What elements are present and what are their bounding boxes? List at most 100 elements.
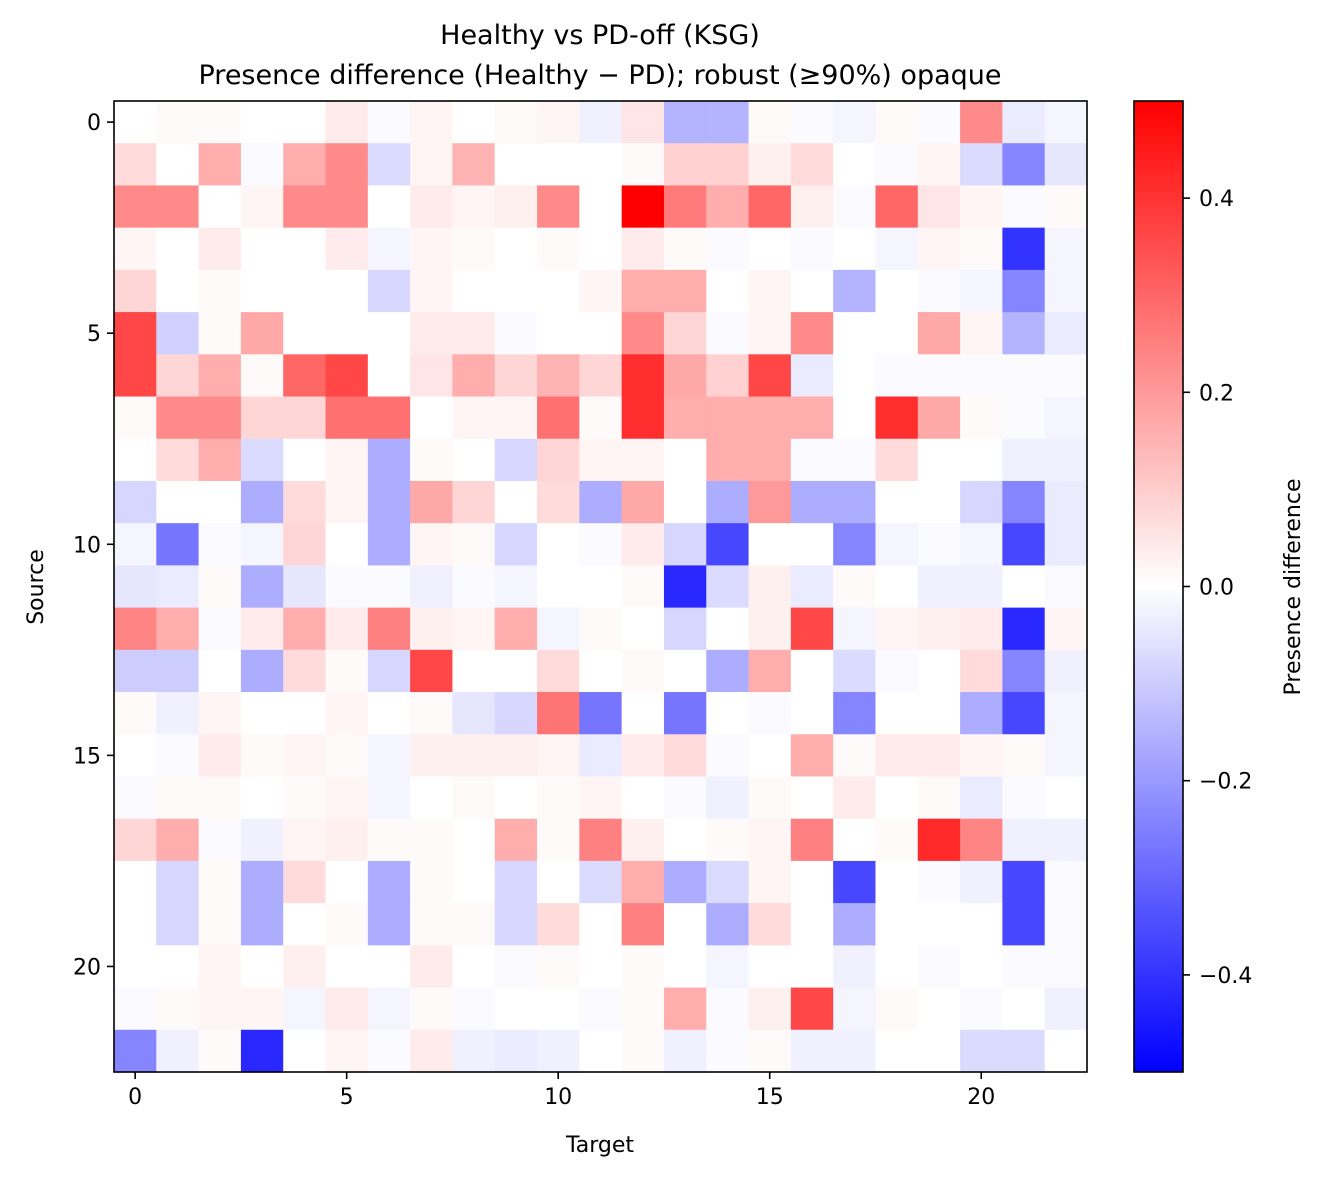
heatmap-cell bbox=[790, 1029, 834, 1073]
heatmap-cell bbox=[621, 649, 665, 693]
heatmap-cell bbox=[198, 565, 242, 609]
heatmap-cell bbox=[875, 607, 919, 651]
heatmap-cell bbox=[156, 269, 200, 313]
heatmap-cell bbox=[1002, 903, 1046, 946]
heatmap-cell bbox=[283, 227, 327, 271]
heatmap-cell bbox=[621, 269, 665, 313]
heatmap-cell bbox=[367, 143, 411, 187]
heatmap-cell bbox=[621, 734, 665, 778]
y-axis-label: Source bbox=[24, 549, 49, 625]
heatmap-cell bbox=[367, 101, 411, 144]
heatmap-cell bbox=[960, 312, 1003, 355]
heatmap-cell bbox=[663, 734, 707, 778]
heatmap-cell bbox=[325, 903, 369, 946]
heatmap-cell bbox=[410, 143, 454, 187]
heatmap-cell bbox=[1002, 692, 1046, 735]
heatmap-cell bbox=[790, 860, 834, 904]
heatmap-cell bbox=[621, 860, 665, 904]
heatmap-cell bbox=[452, 143, 496, 187]
heatmap-cell bbox=[494, 818, 538, 862]
heatmap-cell bbox=[537, 987, 580, 1031]
heatmap-cell bbox=[706, 354, 750, 398]
heatmap-cell bbox=[114, 945, 157, 989]
heatmap-cell bbox=[494, 903, 538, 946]
heatmap-cell bbox=[452, 312, 496, 355]
heatmap-cell bbox=[1002, 354, 1046, 398]
heatmap-cell bbox=[283, 312, 327, 355]
colorbar-tick-label: 0.2 bbox=[1199, 381, 1234, 406]
heatmap-cell bbox=[537, 480, 580, 524]
heatmap-cell bbox=[833, 818, 877, 862]
heatmap-cell bbox=[663, 312, 707, 355]
heatmap-cell bbox=[325, 565, 369, 609]
heatmap-cell bbox=[579, 860, 623, 904]
heatmap-cell bbox=[579, 692, 623, 735]
heatmap-cell bbox=[494, 480, 538, 524]
heatmap-cell bbox=[156, 101, 200, 144]
heatmap-cell bbox=[663, 607, 707, 651]
heatmap-cell bbox=[452, 649, 496, 693]
heatmap-cell bbox=[1002, 438, 1046, 482]
heatmap-cell bbox=[240, 607, 284, 651]
heatmap-cell bbox=[917, 227, 961, 271]
heatmap-cell bbox=[325, 649, 369, 693]
heatmap-cell bbox=[283, 818, 327, 862]
heatmap-cell bbox=[325, 185, 369, 229]
heatmap-cell bbox=[960, 818, 1003, 862]
heatmap-cell bbox=[240, 734, 284, 778]
heatmap-cell bbox=[494, 1029, 538, 1073]
heatmap-cell bbox=[283, 987, 327, 1031]
heatmap-cell bbox=[833, 227, 877, 271]
heatmap-cell bbox=[494, 565, 538, 609]
heatmap-cell bbox=[706, 818, 750, 862]
heatmap-cell bbox=[960, 269, 1003, 313]
heatmap-cell bbox=[410, 607, 454, 651]
heatmap-cell bbox=[410, 903, 454, 946]
heatmap-cell bbox=[283, 1029, 327, 1073]
heatmap-cell bbox=[875, 396, 919, 440]
heatmap-cell bbox=[790, 438, 834, 482]
heatmap-cell bbox=[325, 312, 369, 355]
heatmap-cell bbox=[494, 945, 538, 989]
heatmap-cell bbox=[367, 227, 411, 271]
heatmap-cell bbox=[706, 523, 750, 566]
heatmap-cell bbox=[156, 860, 200, 904]
heatmap-cell bbox=[917, 396, 961, 440]
heatmap-cell bbox=[198, 734, 242, 778]
heatmap-cell bbox=[960, 1029, 1003, 1073]
heatmap-cell bbox=[706, 903, 750, 946]
heatmap-cell bbox=[156, 903, 200, 946]
heatmap-cell bbox=[240, 101, 284, 144]
heatmap-cell bbox=[663, 269, 707, 313]
heatmap-cell bbox=[367, 396, 411, 440]
heatmap-cell bbox=[1044, 269, 1088, 313]
heatmap-cell bbox=[875, 945, 919, 989]
heatmap-cell bbox=[537, 185, 580, 229]
heatmap-cell bbox=[240, 312, 284, 355]
heatmap-cell bbox=[663, 987, 707, 1031]
heatmap-cell bbox=[706, 565, 750, 609]
heatmap-cell bbox=[875, 1029, 919, 1073]
heatmap-cell bbox=[706, 185, 750, 229]
heatmap-cell bbox=[1044, 312, 1088, 355]
heatmap-cell bbox=[875, 269, 919, 313]
heatmap-cell bbox=[663, 396, 707, 440]
heatmap-cell bbox=[283, 649, 327, 693]
heatmap-cell bbox=[960, 227, 1003, 271]
heatmap-cell bbox=[960, 649, 1003, 693]
heatmap-cell bbox=[410, 987, 454, 1031]
heatmap-cell bbox=[706, 396, 750, 440]
heatmap-cell bbox=[579, 396, 623, 440]
heatmap-cell bbox=[748, 269, 792, 313]
heatmap-cell bbox=[325, 101, 369, 144]
heatmap-cell bbox=[198, 945, 242, 989]
heatmap-cell bbox=[410, 523, 454, 566]
heatmap-cell bbox=[325, 776, 369, 820]
heatmap-cell bbox=[960, 860, 1003, 904]
heatmap-cell bbox=[960, 523, 1003, 566]
heatmap-cell bbox=[494, 185, 538, 229]
heatmap-cell bbox=[156, 649, 200, 693]
heatmap-cell bbox=[579, 734, 623, 778]
heatmap-cell bbox=[240, 649, 284, 693]
heatmap-cell bbox=[875, 480, 919, 524]
